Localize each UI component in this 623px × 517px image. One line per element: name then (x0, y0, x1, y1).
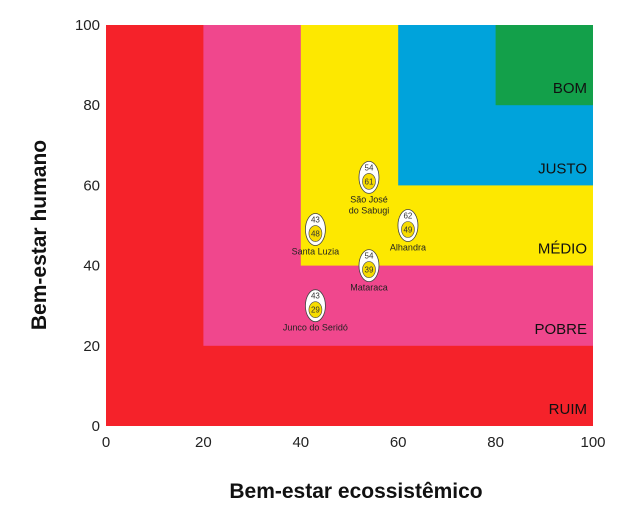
point-name: Alhandra (390, 243, 426, 253)
x-tick-label: 20 (195, 434, 212, 451)
zone-label-bom: BOM (553, 80, 587, 97)
point-name: Mataraca (350, 283, 388, 293)
point-marker-inner (362, 173, 376, 190)
point-marker-inner (362, 261, 376, 278)
zone-bom (495, 25, 593, 106)
point-eco-value: 43 (311, 216, 320, 225)
zone-label-pobre: POBRE (534, 321, 587, 338)
x-tick-label: 80 (487, 434, 504, 451)
zones-layer (106, 25, 593, 426)
point-marker-inner (401, 221, 415, 238)
y-tick-label: 80 (83, 97, 100, 114)
point-human-value: 48 (311, 230, 320, 239)
point-alhandra: 62 49 Alhandra (390, 209, 426, 253)
x-axis-title: Bem-estar ecossistêmico (229, 480, 482, 503)
x-axis-ticks: 0 20 40 60 80 100 (102, 434, 606, 451)
point-eco-value: 54 (365, 252, 374, 261)
point-mataraca: 54 39 Mataraca (350, 249, 388, 293)
y-tick-label: 60 (83, 177, 100, 194)
point-marker-inner (308, 225, 323, 242)
point-santa-luzia: 43 48 Santa Luzia (292, 213, 340, 257)
zone-labels-layer: RUIM POBRE MÉDIO JUSTO BOM (534, 80, 587, 418)
point-human-value: 39 (365, 266, 374, 275)
point-name: Santa Luzia (292, 247, 340, 257)
point-name: Junco do Seridó (283, 323, 348, 333)
y-axis-title: Bem-estar humano (28, 140, 51, 330)
y-axis-ticks: 0 20 40 60 80 100 (75, 17, 100, 435)
y-tick-label: 0 (92, 418, 100, 435)
point-eco-value: 54 (365, 163, 374, 172)
y-tick-label: 20 (83, 338, 100, 355)
point-marker-inner (308, 301, 323, 319)
x-tick-label: 0 (102, 434, 110, 451)
x-tick-label: 100 (580, 434, 605, 451)
point-human-value: 29 (311, 306, 320, 315)
point-eco-value: 43 (311, 292, 320, 301)
zone-label-ruim: RUIM (549, 401, 587, 418)
y-tick-label: 100 (75, 17, 100, 34)
x-tick-label: 40 (292, 434, 309, 451)
x-tick-label: 60 (390, 434, 407, 451)
zone-label-justo: JUSTO (538, 160, 587, 177)
points-layer: 54 61 São José do Sabugi 62 49 Alhandra 43 48 San… (283, 160, 426, 333)
point-human-value: 61 (365, 177, 374, 186)
zone-label-medio: MÉDIO (538, 241, 587, 258)
point-eco-value: 62 (403, 212, 412, 221)
point-junco-do-serido: 43 29 Junco do Seridó (283, 289, 348, 333)
point-human-value: 49 (403, 226, 412, 235)
point-sao-jose-do-sabugi: 54 61 São José do Sabugi (349, 160, 390, 215)
point-name: São José do Sabugi (349, 194, 390, 215)
y-tick-label: 40 (83, 258, 100, 275)
